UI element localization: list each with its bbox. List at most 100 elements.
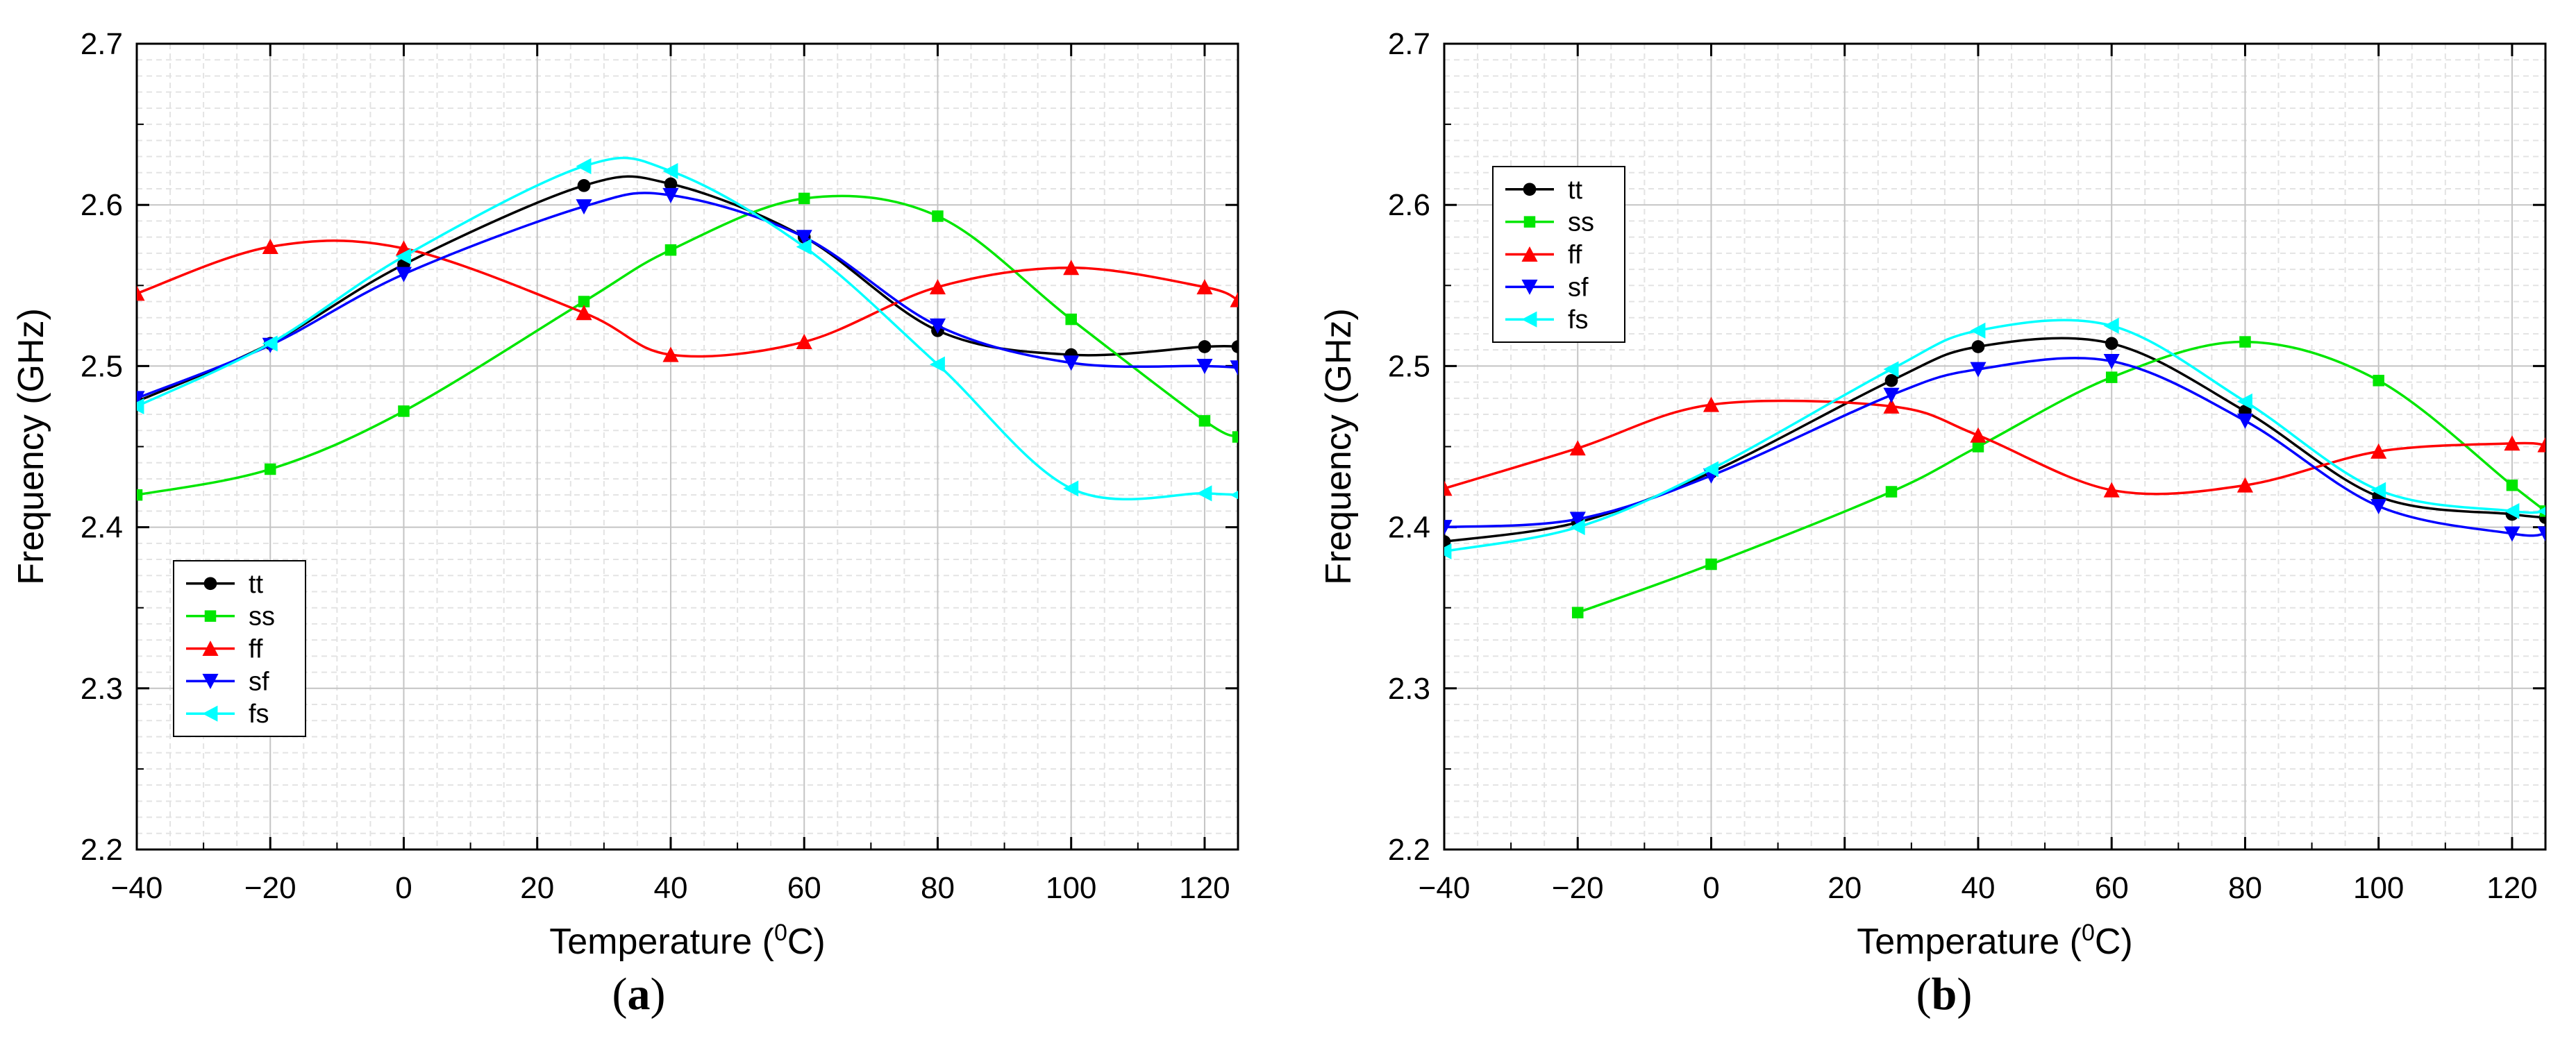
series-line-ff: [1444, 399, 2545, 496]
data-point-ff: [1569, 440, 1586, 456]
legend-label-fs: fs: [249, 700, 269, 729]
data-point-ss: [398, 405, 410, 417]
grid-a: [136, 43, 1239, 850]
x-tick-label: 40: [1961, 871, 1995, 905]
data-point-ss: [2506, 479, 2518, 491]
data-point-ff: [1196, 279, 1213, 295]
data-point-fs: [576, 158, 592, 175]
legend-marker-tt: [203, 577, 217, 591]
data-point-ff: [2370, 443, 2387, 459]
data-point-ff: [1883, 398, 1900, 414]
x-tick-label: 20: [520, 871, 554, 905]
data-point-fs: [2370, 482, 2386, 498]
data-point-tt: [2105, 337, 2118, 350]
legend-label-tt: tt: [249, 570, 264, 599]
data-point-ss: [1885, 486, 1898, 498]
data-point-sf: [2370, 498, 2387, 514]
y-tick-label: 2.2: [1388, 833, 1430, 867]
data-point-fs: [1703, 461, 1718, 477]
legend-b: tt ss ff sf fs: [1492, 166, 1625, 343]
data-point-ff: [576, 305, 592, 321]
x-tick-label: −40: [111, 871, 163, 905]
series-line-ss: [137, 194, 1238, 496]
data-point-fs: [2537, 507, 2545, 516]
data-point-fs: [662, 162, 678, 179]
data-point-ss: [137, 489, 143, 501]
x-axis-label-a: Temperature (0C): [549, 920, 825, 962]
data-point-ff: [2504, 435, 2520, 451]
data-point-fs: [1883, 361, 1899, 378]
legend-label-ss: ss: [249, 602, 275, 632]
legend-marker-fs: [1521, 311, 1537, 328]
legend-marker-fs: [202, 705, 218, 722]
data-point-tt: [664, 177, 678, 191]
legend-label-ss: ss: [1568, 208, 1594, 237]
data-point-sf: [576, 199, 592, 215]
data-point-ss: [264, 463, 276, 475]
data-point-tt: [1884, 373, 1898, 387]
x-tick-label: 60: [2095, 871, 2129, 905]
data-point-ff: [929, 279, 946, 295]
data-point-ss: [578, 296, 590, 307]
data-point-sf: [395, 267, 412, 282]
x-tick-label: 120: [1179, 871, 1230, 905]
data-point-ss: [664, 244, 677, 256]
legend-marker-ff: [202, 640, 219, 656]
panel-caption-a: (a): [612, 969, 666, 1020]
y-tick-label: 2.2: [81, 833, 123, 867]
x-tick-label: −20: [244, 871, 296, 905]
data-point-sf: [929, 318, 946, 334]
y-tick-label: 2.7: [81, 27, 123, 61]
y-tick-label: 2.6: [1388, 188, 1430, 222]
data-point-fs: [1444, 543, 1452, 559]
data-point-sf: [1196, 358, 1213, 374]
x-tick-label: 40: [653, 871, 687, 905]
y-tick-label: 2.6: [81, 188, 123, 222]
y-axis-label-a: Frequency (GHz): [11, 308, 51, 585]
legend-label-ff: ff: [249, 635, 263, 664]
legend-marker-sf: [202, 673, 219, 689]
data-point-ff: [796, 334, 812, 350]
data-point-fs: [1063, 480, 1079, 497]
data-point-fs: [2504, 502, 2520, 519]
y-tick-label: 2.4: [81, 511, 123, 545]
data-point-sf: [662, 187, 679, 203]
data-point-ff: [1703, 396, 1720, 412]
data-point-sf: [2236, 413, 2254, 429]
x-tick-label: 80: [921, 871, 955, 905]
series-line-sf: [1444, 357, 2545, 537]
y-tick-label: 2.3: [81, 672, 123, 706]
data-point-ff: [1444, 480, 1453, 496]
data-point-ss: [1065, 313, 1077, 326]
chart-panel-a: −40 −20 0 20 40 60 80 100 120 2.2 2.3 2.4 2.5 2.6 2.7 T…: [11, 27, 1239, 962]
panel-caption-a-label: a: [627, 969, 651, 1020]
x-tick-label: 120: [2486, 871, 2537, 905]
data-point-ss: [798, 192, 810, 205]
data-point-fs: [1970, 322, 1986, 339]
panel-caption-b-label: b: [1931, 969, 1957, 1020]
legend-label-sf: sf: [1568, 273, 1589, 302]
data-point-sf: [1444, 520, 1453, 536]
data-point-ss: [932, 210, 944, 222]
y-tick-label: 2.5: [81, 349, 123, 383]
x-axis-label-b: Temperature (0C): [1857, 920, 2132, 962]
data-point-tt: [1198, 340, 1212, 353]
data-point-ff: [662, 346, 679, 362]
x-tick-label: 100: [1046, 871, 1096, 905]
data-point-ff: [1970, 427, 1987, 443]
x-tick-label: 0: [395, 871, 412, 905]
data-point-fs: [1196, 485, 1212, 502]
data-point-sf: [796, 230, 812, 246]
y-tick-label: 2.7: [1388, 27, 1430, 61]
data-point-ss: [2373, 375, 2384, 387]
data-point-fs: [2103, 317, 2119, 334]
data-point-ss: [2105, 371, 2118, 383]
data-point-sf: [1970, 362, 1987, 378]
data-point-ff: [1063, 260, 1080, 276]
series-line-ff: [137, 239, 1238, 358]
series-line-sf: [137, 192, 1238, 400]
data-point-ss: [1972, 441, 1984, 453]
legend-label-fs: fs: [1568, 305, 1589, 335]
data-point-sf: [2537, 526, 2545, 542]
